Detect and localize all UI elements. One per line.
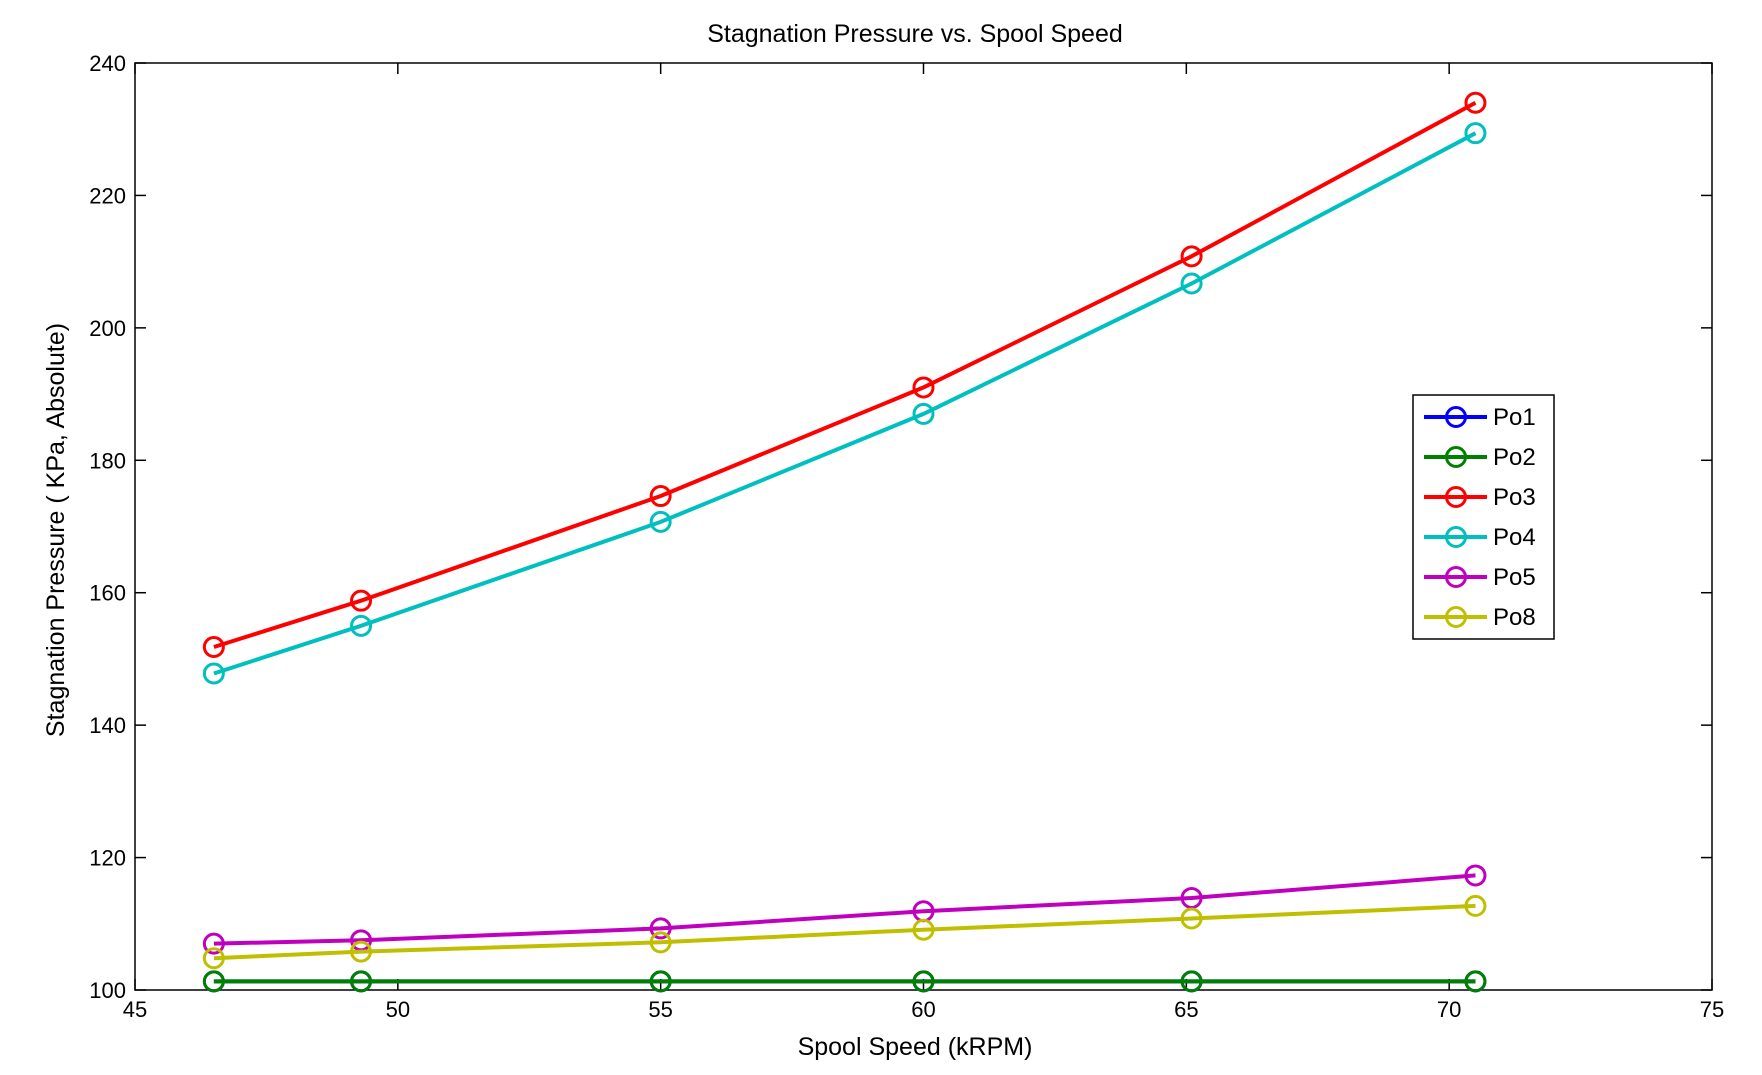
data-point-po4-4 (1180, 272, 1203, 295)
data-point-po3-5 (1464, 91, 1487, 114)
y-tick-label-5: 200 (89, 316, 126, 341)
data-point-po5-0 (202, 932, 225, 955)
legend-label-po3: Po3 (1493, 484, 1536, 511)
data-point-po8-1 (350, 940, 373, 963)
data-point-po4-5 (1464, 122, 1487, 145)
data-point-po5-5 (1464, 864, 1487, 887)
data-point-po3-2 (649, 485, 672, 508)
y-tick-label-7: 240 (89, 51, 126, 76)
data-point-po3-1 (350, 589, 373, 612)
y-tick-label-3: 160 (89, 581, 126, 606)
data-point-po2-1 (350, 970, 373, 993)
series-line-po4 (213, 131, 1477, 676)
data-point-po8-5 (1464, 894, 1487, 917)
data-point-po2-4 (1180, 970, 1203, 993)
data-point-po3-3 (912, 376, 935, 399)
x-tick-label-1: 50 (386, 997, 410, 1022)
chart-title: Stagnation Pressure vs. Spool Speed (707, 20, 1123, 48)
data-point-po8-0 (202, 947, 225, 970)
legend-marker-po4 (1445, 526, 1467, 548)
series-line-po8 (213, 903, 1476, 961)
x-tick-label-6: 75 (1700, 997, 1724, 1022)
data-point-po2-2 (649, 970, 672, 993)
series-line-po3 (213, 100, 1477, 649)
legend-label-po2: Po2 (1493, 444, 1536, 471)
legend-label-po4: Po4 (1493, 524, 1536, 551)
data-point-po2-0 (202, 970, 225, 993)
data-point-po2-3 (912, 970, 935, 993)
y-tick-label-2: 140 (89, 713, 126, 738)
data-point-po8-3 (912, 918, 935, 941)
legend-label-po5: Po5 (1493, 564, 1536, 591)
legend: Po1 Po2 Po3 Po4 Po5 Po8 (1412, 394, 1555, 640)
legend-marker-po5 (1445, 566, 1467, 588)
legend-marker-po8 (1445, 606, 1467, 628)
y-tick-label-6: 220 (89, 183, 126, 208)
data-point-po3-4 (1180, 245, 1203, 268)
x-tick-label-2: 55 (648, 997, 672, 1022)
x-tick-label-4: 65 (1174, 997, 1198, 1022)
data-point-po4-0 (202, 662, 225, 685)
y-tick-label-1: 120 (89, 846, 126, 871)
data-point-po5-4 (1180, 886, 1203, 909)
legend-marker-po1 (1445, 406, 1467, 428)
legend-label-po8: Po8 (1493, 604, 1536, 631)
y-axis-title: Stagnation Pressure ( KPa, Absolute) (42, 323, 70, 737)
legend-label-po1: Po1 (1493, 404, 1536, 431)
y-tick-label-4: 180 (89, 448, 126, 473)
legend-marker-po2 (1445, 446, 1467, 468)
data-point-po3-0 (202, 636, 225, 659)
x-axis-title: Spool Speed (kRPM) (798, 1033, 1033, 1061)
legend-marker-po3 (1445, 486, 1467, 508)
data-point-po4-2 (649, 510, 672, 533)
series-line-po5 (213, 873, 1476, 946)
y-tick-label-0: 100 (89, 978, 126, 1003)
data-point-po2-5 (1464, 970, 1487, 993)
data-point-po4-3 (912, 402, 935, 425)
data-point-po5-2 (649, 917, 672, 940)
x-tick-label-3: 60 (911, 997, 935, 1022)
legend-box (1412, 394, 1555, 640)
data-point-po8-4 (1180, 907, 1203, 930)
data-point-po4-1 (350, 614, 373, 637)
x-tick-label-5: 70 (1437, 997, 1461, 1022)
data-point-po8-2 (649, 931, 672, 954)
x-tick-label-0: 45 (123, 997, 147, 1022)
